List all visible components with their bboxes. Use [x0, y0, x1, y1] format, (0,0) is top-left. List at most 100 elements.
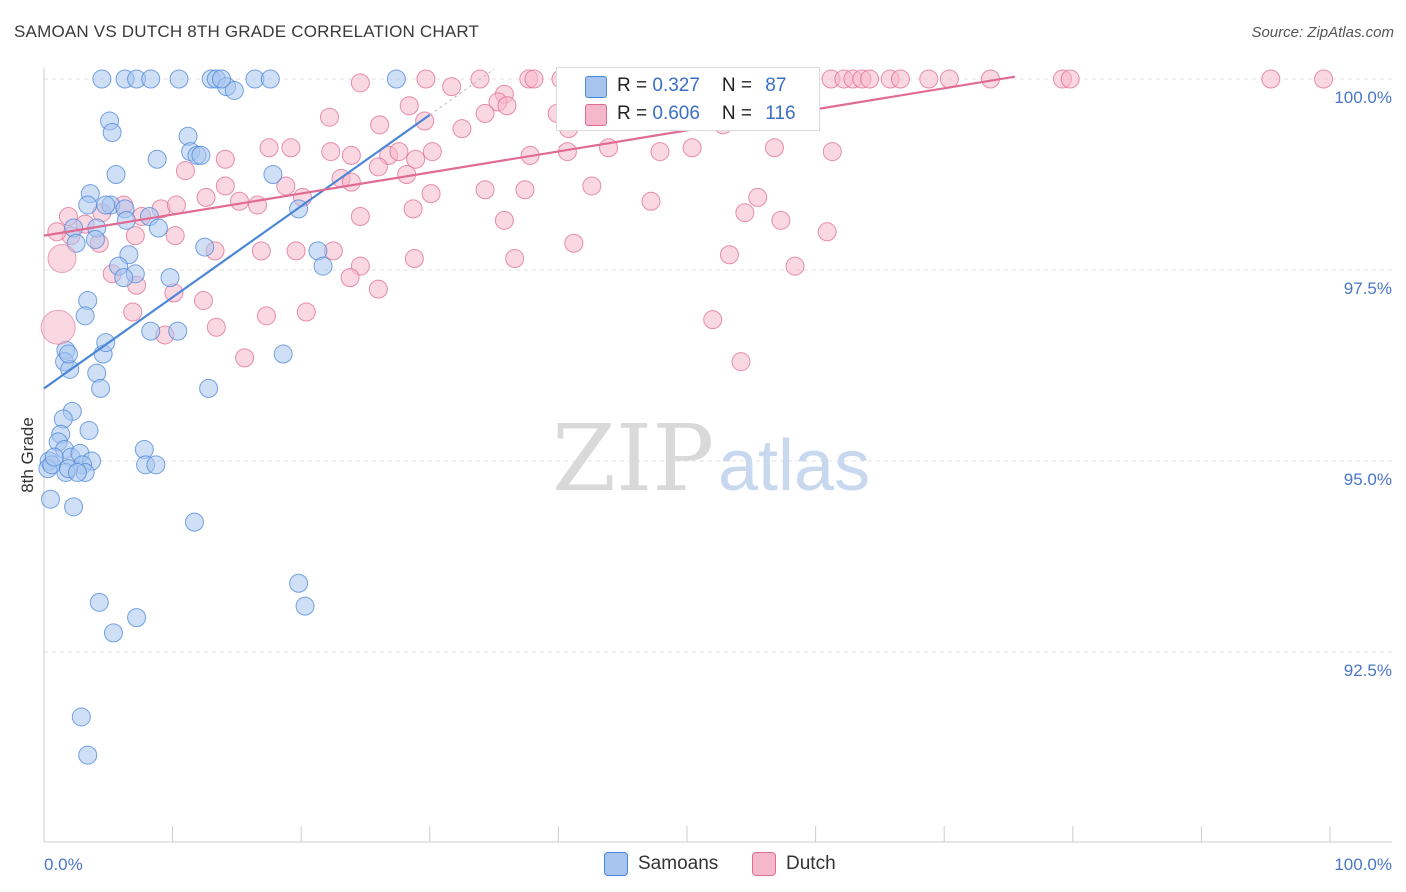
- samoan-point: [191, 145, 211, 165]
- r-label: R =: [617, 103, 653, 124]
- dutch-point: [817, 222, 837, 242]
- r-value-samoans: 0.327: [652, 75, 700, 96]
- stats-row-dutch: R = 0.606 N = 116: [617, 101, 796, 127]
- dutch-point: [368, 157, 388, 177]
- dutch-point: [389, 142, 409, 162]
- watermark-zip: ZIP: [552, 405, 714, 512]
- n-label: N =: [721, 75, 758, 96]
- samoan-point: [92, 69, 112, 89]
- samoan-point: [89, 592, 109, 612]
- samoan-trend-extension: [429, 68, 495, 116]
- samoan-point: [168, 321, 188, 341]
- n-value-dutch: 116: [765, 103, 796, 124]
- dutch-point: [368, 279, 388, 299]
- samoan-point: [96, 195, 116, 215]
- samoan-point: [313, 256, 333, 276]
- samoan-point: [114, 268, 134, 288]
- samoan-point: [141, 321, 161, 341]
- samoan-point: [289, 573, 309, 593]
- dutch-point: [206, 317, 226, 337]
- samoan-point: [67, 462, 87, 482]
- dutch-point: [497, 96, 517, 116]
- x-tick-label: 100.0%: [1334, 855, 1392, 874]
- dutch-point: [421, 184, 441, 204]
- dutch-point: [166, 195, 186, 215]
- samoan-point: [106, 165, 126, 184]
- watermark: ZIP atlas: [552, 405, 870, 512]
- dutch-point: [350, 73, 370, 93]
- samoan-point: [44, 447, 64, 467]
- samoan-trend-line: [43, 114, 431, 390]
- stats-row-samoans: R = 0.327 N = 87: [617, 73, 786, 99]
- dutch-point: [515, 180, 535, 200]
- dutch-point: [564, 233, 584, 253]
- dutch-point: [259, 138, 279, 158]
- dutch-point: [403, 199, 423, 219]
- dutch-point: [890, 69, 910, 89]
- samoan-point: [141, 69, 161, 89]
- dutch-point: [256, 306, 276, 326]
- dutch-point: [215, 149, 235, 169]
- samoan-point: [148, 218, 168, 238]
- dutch-point: [524, 69, 544, 89]
- dutch-point: [281, 138, 301, 158]
- dutch-point: [229, 191, 249, 211]
- samoan-point: [75, 306, 95, 326]
- dutch-point: [582, 176, 602, 196]
- dutch-point: [319, 107, 339, 127]
- source-label: Source: ZipAtlas.com: [1251, 24, 1394, 41]
- samoan-point: [169, 69, 189, 89]
- dutch-point: [822, 142, 842, 162]
- dutch-point: [350, 207, 370, 227]
- y-axis-label: 8th Grade: [18, 417, 37, 493]
- y-tick-label: 95.0%: [1344, 470, 1392, 489]
- samoan-point: [91, 378, 111, 398]
- samoan-point: [295, 596, 315, 616]
- dutch-point-large: [47, 244, 77, 274]
- dutch-point: [641, 191, 661, 211]
- stats-legend: R = 0.327 N = 87 R = 0.606 N = 116: [556, 67, 820, 131]
- samoan-point: [147, 149, 167, 169]
- dutch-point: [416, 69, 436, 89]
- dutch-point: [748, 187, 768, 207]
- dutch-point: [286, 241, 306, 261]
- dutch-point: [196, 187, 216, 207]
- dutch-point: [235, 348, 255, 368]
- samoan-point: [58, 344, 78, 364]
- dutch-point: [193, 291, 213, 311]
- samoan-point: [211, 69, 231, 89]
- dutch-point: [404, 249, 424, 269]
- samoan-point: [260, 69, 280, 89]
- dutch-point: [494, 210, 514, 230]
- y-tick-label: 97.5%: [1344, 279, 1392, 298]
- samoan-point: [146, 455, 166, 475]
- dutch-point: [442, 77, 462, 97]
- dutch-point: [125, 226, 145, 246]
- samoan-point: [71, 707, 91, 727]
- samoans-swatch: [585, 76, 607, 98]
- legend-item-dutch[interactable]: Dutch: [752, 850, 836, 878]
- samoan-point: [184, 512, 204, 532]
- dutch-point: [340, 268, 360, 288]
- dutch-point: [682, 138, 702, 158]
- samoan-point: [160, 268, 180, 288]
- samoan-point: [79, 420, 99, 440]
- legend-item-samoans[interactable]: Samoans: [604, 850, 718, 878]
- dutch-point: [406, 149, 426, 169]
- dutch-point: [175, 161, 195, 181]
- r-label: R =: [617, 75, 653, 96]
- dutch-point: [165, 226, 185, 246]
- samoan-point: [78, 195, 98, 215]
- samoan-point: [199, 378, 219, 398]
- dutch-point: [215, 176, 235, 196]
- dutch-point: [1314, 69, 1334, 89]
- samoan-point: [263, 165, 283, 184]
- trend-layer: [43, 68, 1016, 390]
- dutch-point: [123, 302, 143, 322]
- samoan-point: [127, 608, 147, 628]
- samoan-point: [78, 745, 98, 765]
- dutch-point: [452, 119, 472, 139]
- dutch-point: [341, 145, 361, 165]
- dutch-point: [703, 310, 723, 330]
